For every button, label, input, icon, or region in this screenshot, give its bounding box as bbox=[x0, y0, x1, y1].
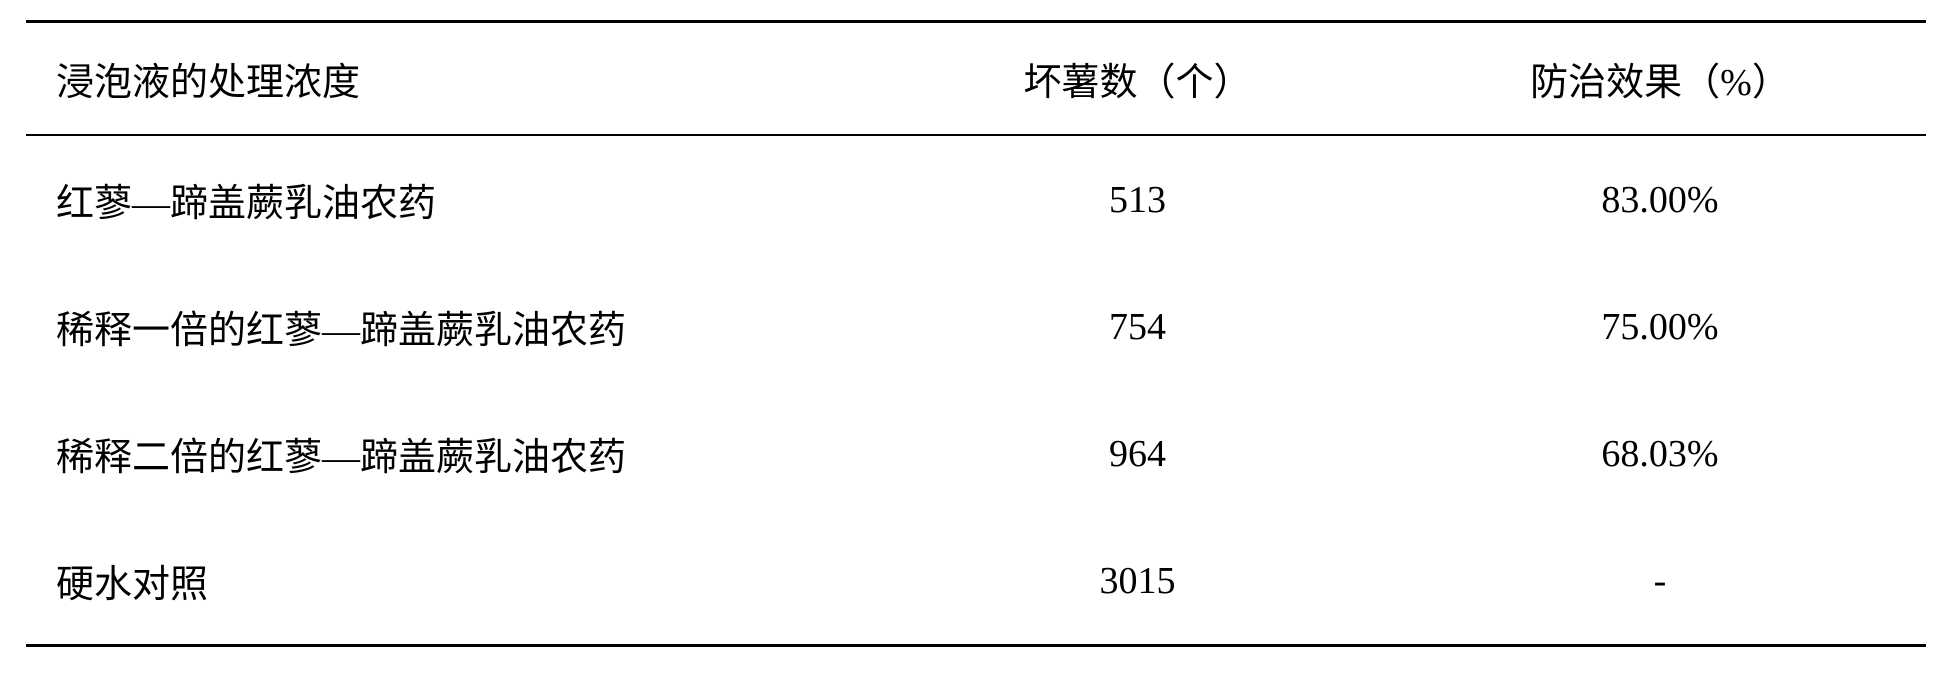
header-row: 浸泡液的处理浓度 坏薯数（个） 防治效果（%） bbox=[26, 22, 1926, 136]
header-bad-count: 坏薯数（个） bbox=[881, 22, 1394, 136]
cell-bad-count: 3015 bbox=[881, 517, 1394, 646]
cell-bad-count: 964 bbox=[881, 390, 1394, 517]
cell-treatment: 硬水对照 bbox=[26, 517, 881, 646]
cell-bad-count: 513 bbox=[881, 135, 1394, 263]
table-row: 硬水对照 3015 - bbox=[26, 517, 1926, 646]
table-container: 浸泡液的处理浓度 坏薯数（个） 防治效果（%） 红蓼—蹄盖蕨乳油农药 513 8… bbox=[26, 20, 1926, 647]
cell-effect: - bbox=[1394, 517, 1926, 646]
table-header: 浸泡液的处理浓度 坏薯数（个） 防治效果（%） bbox=[26, 22, 1926, 136]
cell-effect: 75.00% bbox=[1394, 263, 1926, 390]
cell-treatment: 稀释一倍的红蓼—蹄盖蕨乳油农药 bbox=[26, 263, 881, 390]
header-effect: 防治效果（%） bbox=[1394, 22, 1926, 136]
table-row: 稀释二倍的红蓼—蹄盖蕨乳油农药 964 68.03% bbox=[26, 390, 1926, 517]
cell-treatment: 红蓼—蹄盖蕨乳油农药 bbox=[26, 135, 881, 263]
data-table: 浸泡液的处理浓度 坏薯数（个） 防治效果（%） 红蓼—蹄盖蕨乳油农药 513 8… bbox=[26, 20, 1926, 647]
header-treatment: 浸泡液的处理浓度 bbox=[26, 22, 881, 136]
cell-bad-count: 754 bbox=[881, 263, 1394, 390]
table-row: 红蓼—蹄盖蕨乳油农药 513 83.00% bbox=[26, 135, 1926, 263]
table-body: 红蓼—蹄盖蕨乳油农药 513 83.00% 稀释一倍的红蓼—蹄盖蕨乳油农药 75… bbox=[26, 135, 1926, 646]
cell-effect: 68.03% bbox=[1394, 390, 1926, 517]
cell-effect: 83.00% bbox=[1394, 135, 1926, 263]
cell-treatment: 稀释二倍的红蓼—蹄盖蕨乳油农药 bbox=[26, 390, 881, 517]
table-row: 稀释一倍的红蓼—蹄盖蕨乳油农药 754 75.00% bbox=[26, 263, 1926, 390]
